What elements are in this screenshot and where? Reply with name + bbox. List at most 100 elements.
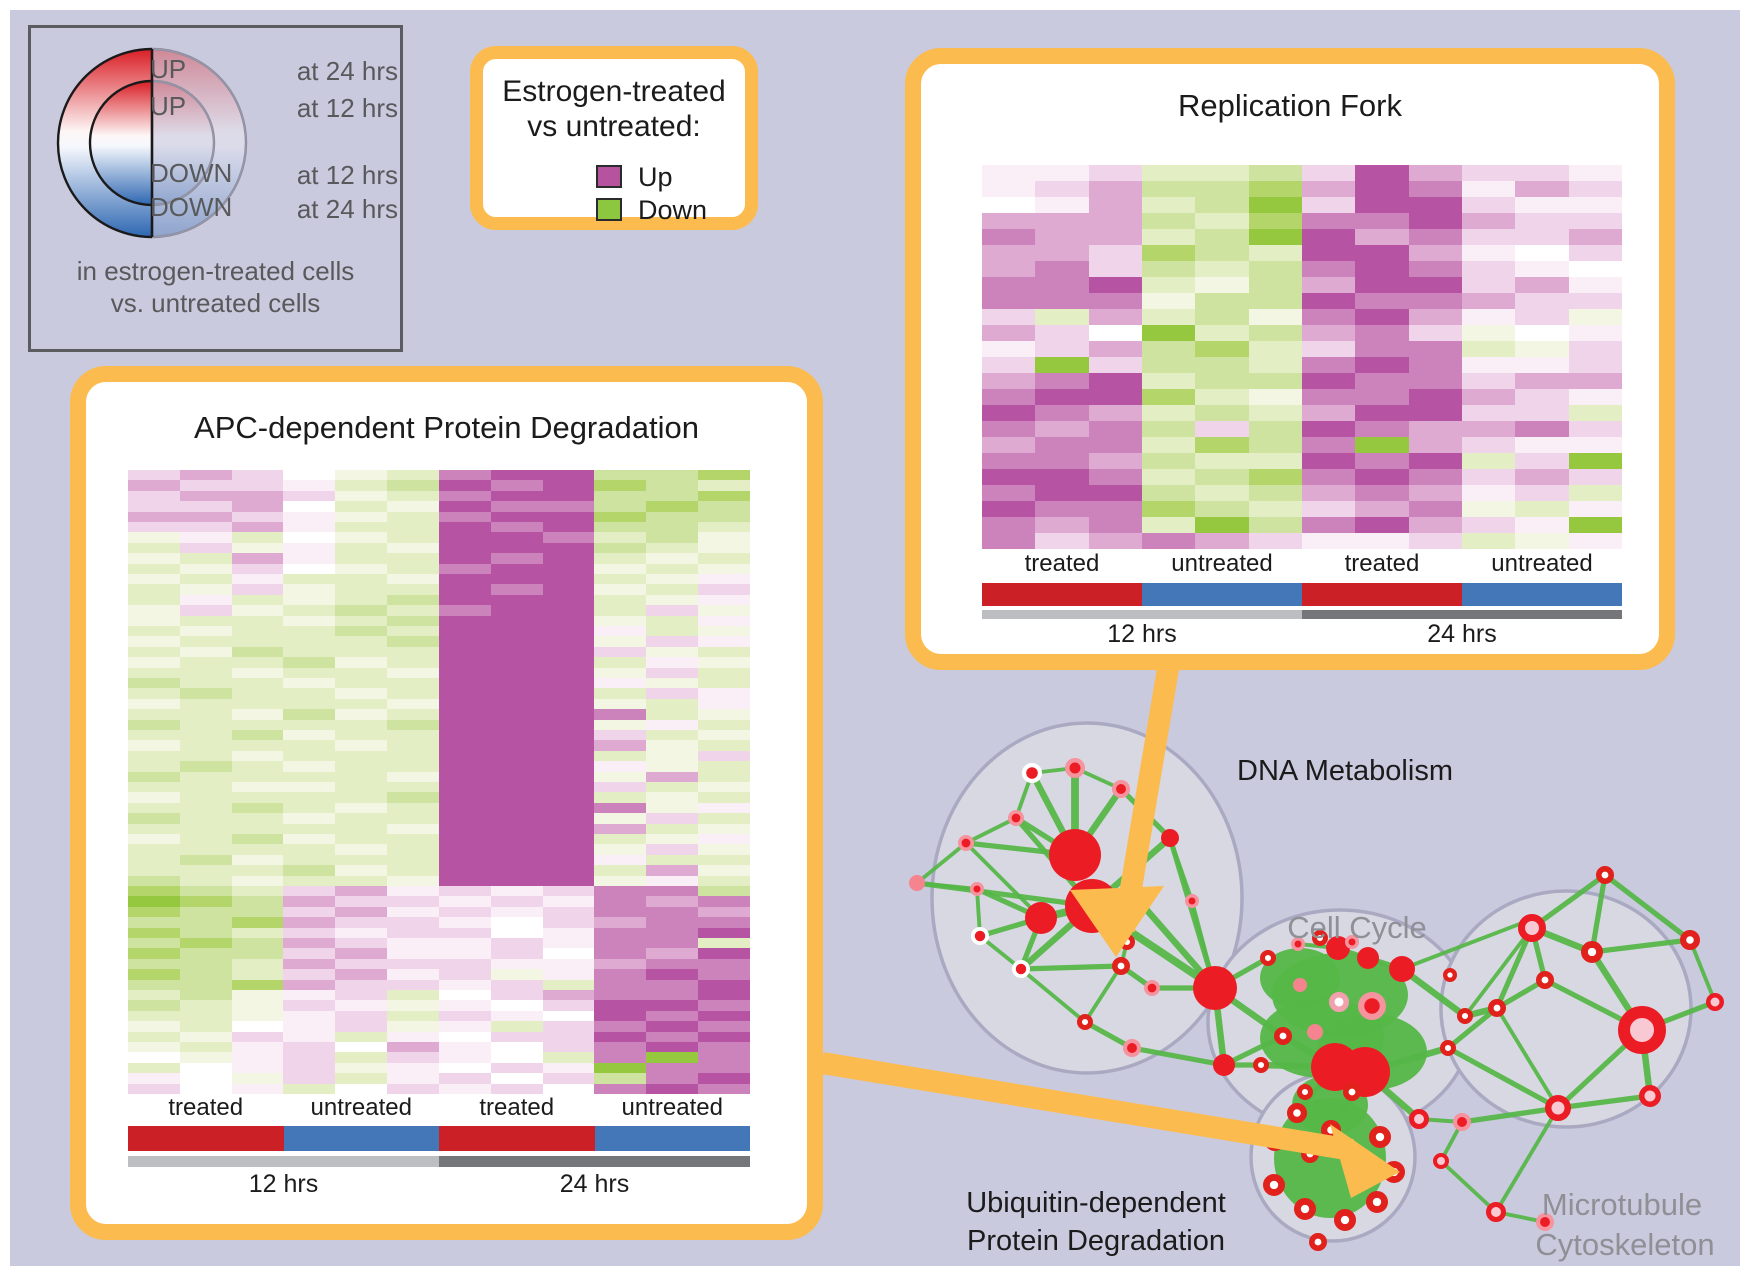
heatmap-cell [982,517,1036,533]
heatmap-cell [1568,261,1622,277]
heatmap-cell [335,470,388,481]
heatmap-cell [128,1052,180,1063]
heatmap-cell [387,1010,439,1022]
heatmap-cell [698,677,750,689]
heatmap-cell [490,709,543,720]
heatmap-cell [646,1083,699,1094]
heatmap-cell [982,325,1036,341]
heatmap-cell [283,948,336,959]
heatmap-cell [387,917,439,928]
heatmap-cell [283,802,336,814]
heatmap-cell [1195,437,1249,453]
heatmap-cell [438,937,491,949]
heatmap-cell [542,605,595,616]
heatmap-cell [542,917,595,928]
heatmap-cell [490,781,543,793]
heatmap-cell [283,646,336,658]
heatmap-cell [231,896,284,907]
heatmap-cell [1141,357,1196,373]
heatmap-cell [490,657,543,668]
heatmap-cell [231,521,284,533]
heatmap-cell [646,470,699,481]
heatmap-cell [179,802,232,814]
heatmap-cell [231,719,284,730]
heatmap-cell [128,781,180,793]
heatmap-cell [335,979,388,990]
heatmap-cell [594,948,647,959]
heatmap-cell [438,605,491,616]
heatmap-cell [698,480,750,491]
heatmap-cell [387,813,439,824]
heatmap-cell [231,553,284,564]
heatmap-cell [438,594,491,606]
heatmap-cell [179,688,232,699]
updown-ring-graphic [56,38,262,250]
heatmap-cell [387,553,439,564]
heatmap-cell [179,1062,232,1074]
heatmap-cell [1355,389,1409,405]
ring-up24-label: UP [150,54,187,84]
heatmap-cell [179,657,232,668]
heatmap-cell [387,927,439,938]
heatmap-cell [1248,421,1302,437]
heatmap-cell [387,885,439,897]
heatmap-cell [1248,293,1302,309]
heatmap-cell [335,885,388,897]
heatmap-cell [128,584,180,595]
heatmap-cell [1515,405,1569,421]
heatmap-cell [1408,517,1462,533]
heatmap-cell [1461,469,1516,485]
heatmap-cell [335,761,388,772]
heatmap-cell [387,1062,439,1074]
heatmap-cell [438,927,491,938]
heatmap-cell [698,969,750,980]
heatmap-cell [594,615,647,626]
heatmap-cell [283,865,336,876]
heatmap-cell [387,833,439,845]
heatmap-cell [1568,485,1622,501]
heatmap-cell [1515,293,1569,309]
heatmap-cell [1088,501,1142,517]
heatmap-cell [646,729,699,741]
heatmap-cell [594,667,647,678]
heatmap-cell [698,865,750,876]
heatmap-cell [1248,309,1302,325]
heatmap-cell [1568,421,1622,437]
heatmap-cell [1568,293,1622,309]
heatmap-cell [982,389,1036,405]
heatmap-cell [490,1031,543,1042]
heatmap-cell [231,605,284,616]
heatmap-cell [490,719,543,730]
heatmap-cell [128,605,180,616]
heatmap-cell [1088,469,1142,485]
heatmap-cell [594,563,647,574]
heatmap-cell [490,698,543,710]
heatmap-cell [335,646,388,658]
heatmap-cell [698,501,750,512]
replication-group-label: treated [1344,550,1420,577]
heatmap-cell [387,698,439,710]
heatmap-cell [179,761,232,772]
heatmap-cell [1408,261,1462,277]
replication-time-label: 12 hrs [1107,620,1177,648]
heatmap-cell [387,1041,439,1053]
heatmap-cell [1355,437,1409,453]
heatmap-cell [698,1073,750,1084]
heatmap-cell [283,1041,336,1053]
heatmap-cell [542,989,595,1001]
heatmap-cell [1248,533,1302,549]
heatmap-cell [438,948,491,959]
heatmap-cell [387,958,439,970]
heatmap-cell [283,688,336,699]
heatmap-cell [542,833,595,845]
heatmap-cell [128,1062,180,1074]
heatmap-cell [698,1062,750,1074]
heatmap-cell [179,906,232,918]
heatmap-cell [542,958,595,970]
heatmap-cell [1301,213,1356,229]
heatmap-cell [698,698,750,710]
heatmap-cell [594,1062,647,1074]
heatmap-cell [1195,453,1249,469]
heatmap-cell [387,615,439,626]
heatmap-cell [335,615,388,626]
